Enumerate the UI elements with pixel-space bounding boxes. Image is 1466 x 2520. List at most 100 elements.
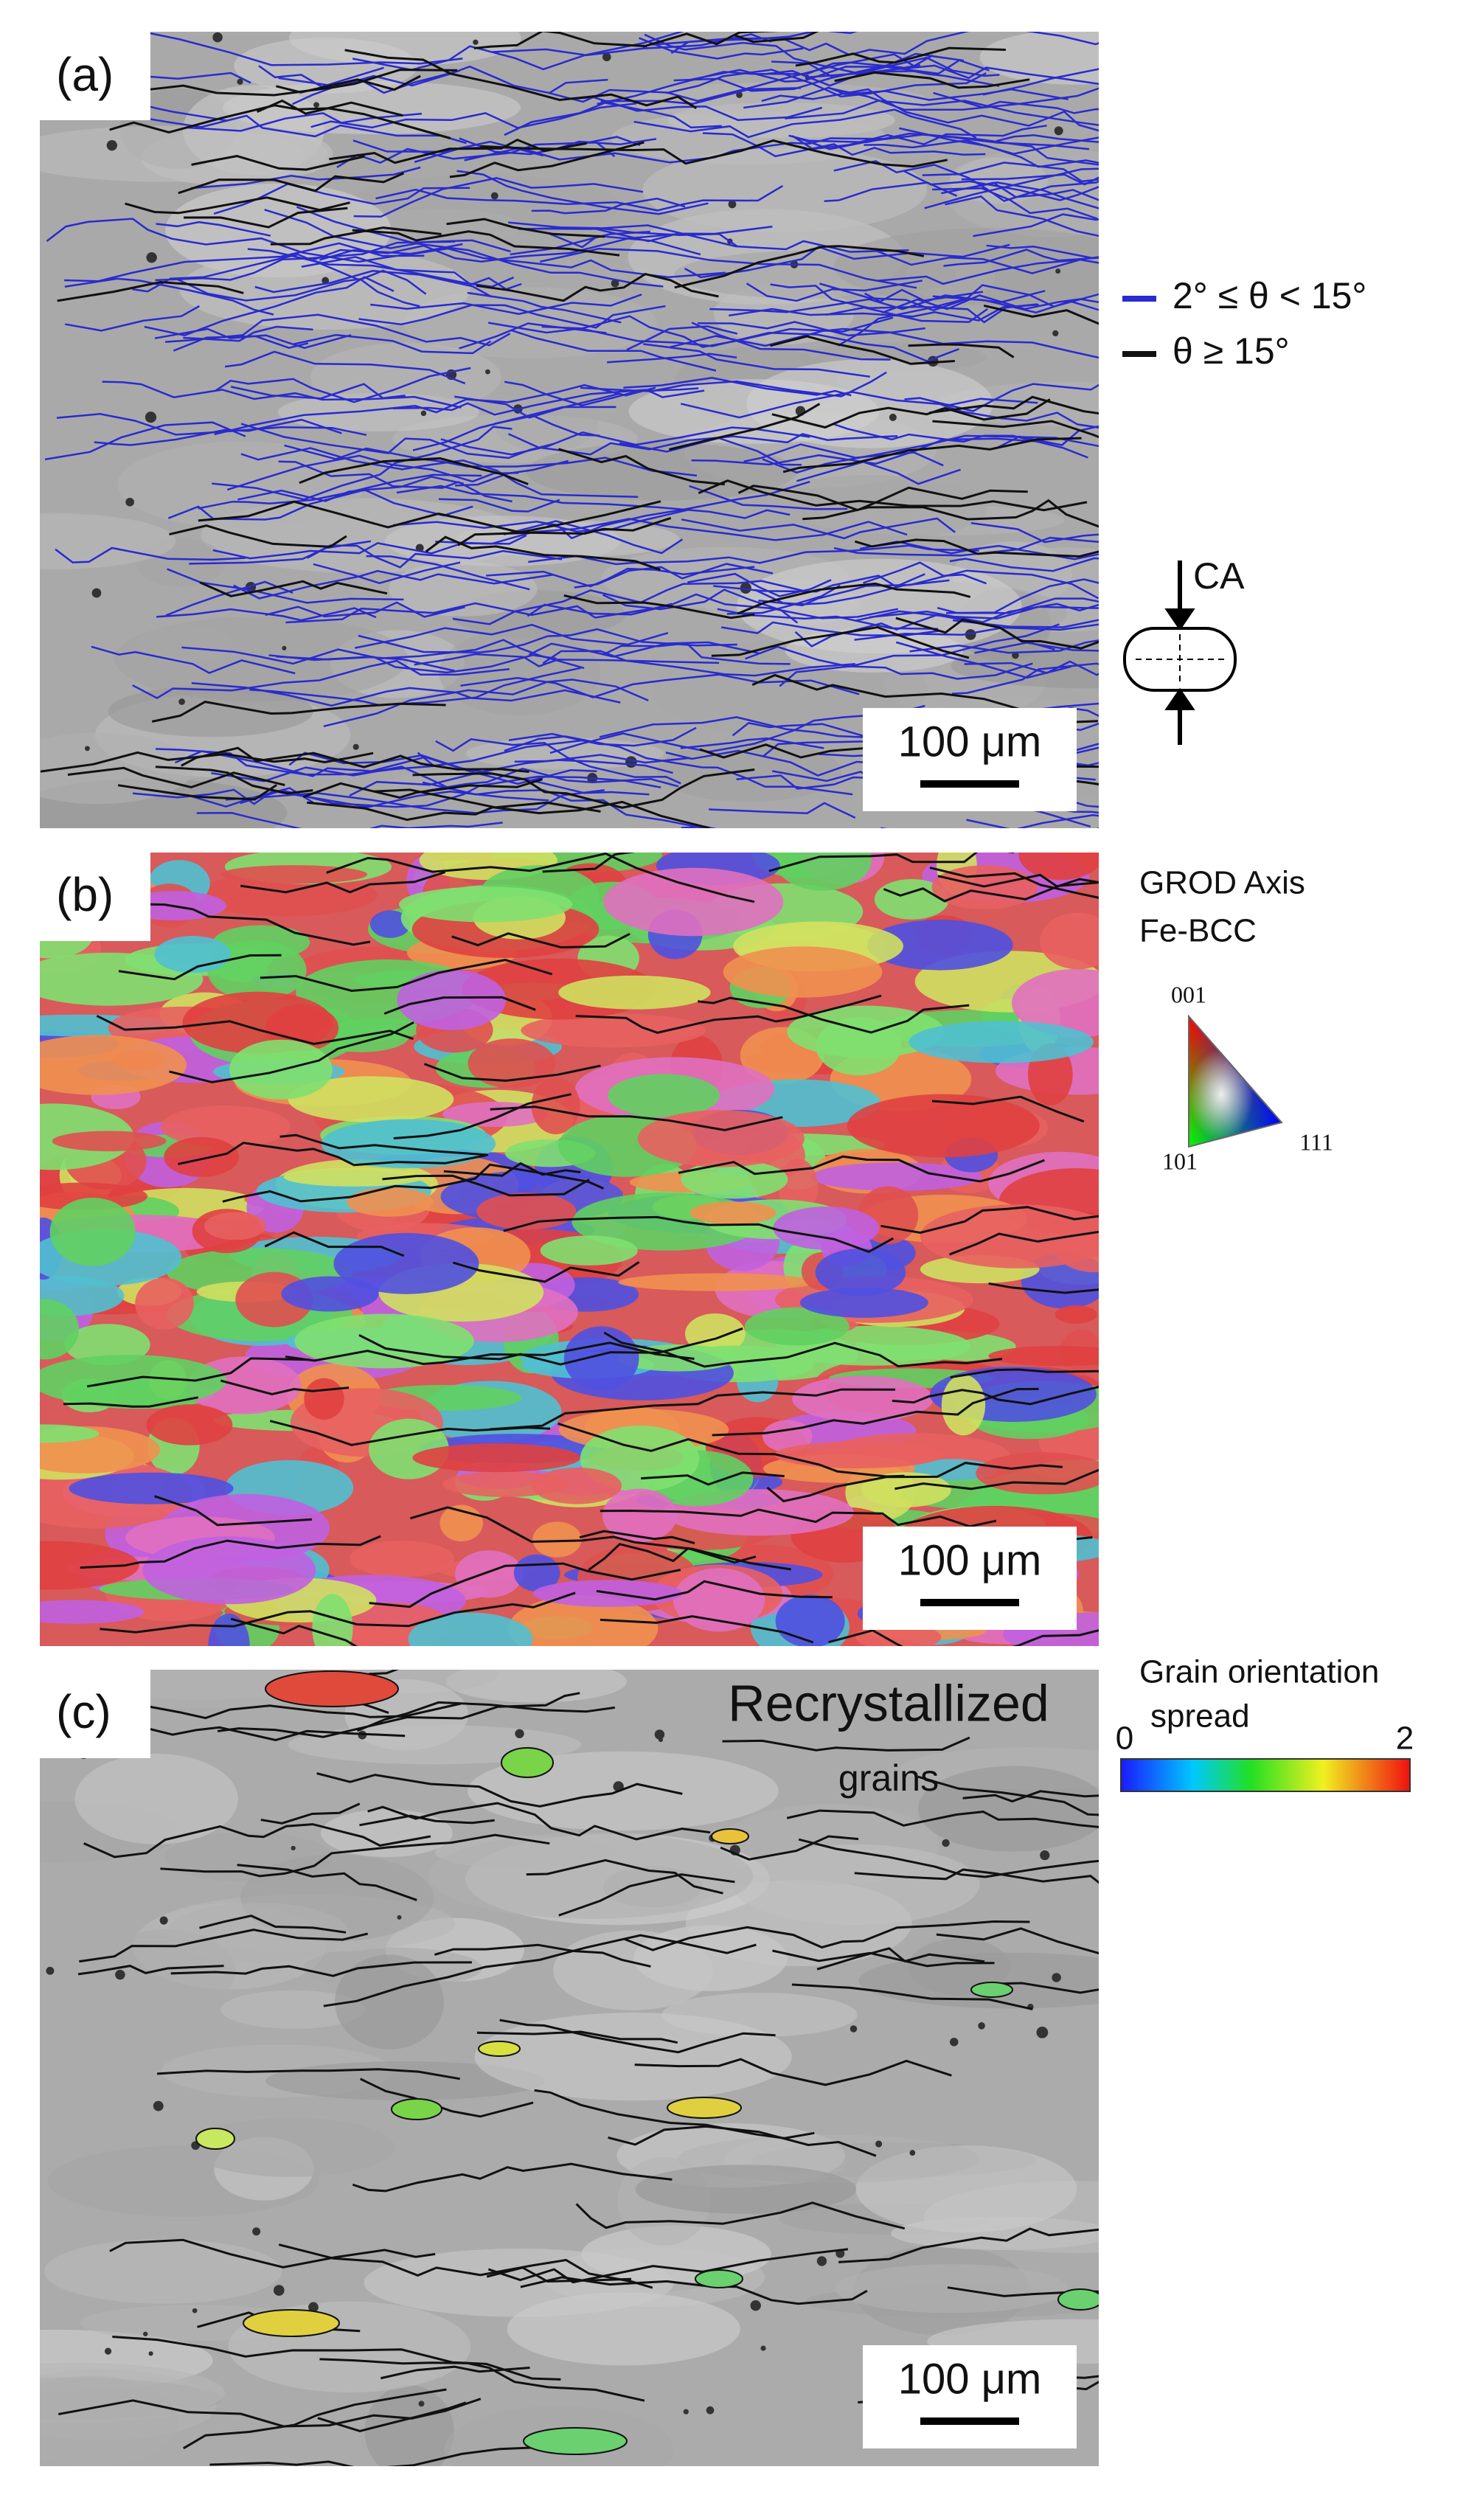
grain-boundary bbox=[456, 170, 709, 215]
colorbar-title: Grain orientation bbox=[1139, 1654, 1379, 1690]
grain-boundary bbox=[319, 2358, 645, 2402]
grain bbox=[920, 1204, 1099, 1268]
grain bbox=[304, 1378, 344, 1420]
grain-boundary bbox=[488, 315, 894, 348]
grain-boundary bbox=[260, 959, 553, 993]
grain-boundary bbox=[55, 546, 246, 563]
grain-boundary bbox=[177, 278, 420, 308]
recrystallized-grain bbox=[243, 2309, 340, 2337]
grain bbox=[40, 1299, 80, 1360]
grain-boundary bbox=[785, 100, 1099, 126]
grain-boundary bbox=[240, 871, 446, 894]
pore bbox=[978, 2022, 985, 2030]
grain bbox=[799, 1287, 928, 1318]
grain-boundary bbox=[698, 479, 1088, 512]
grain-boundary bbox=[230, 1617, 358, 1646]
pore bbox=[106, 140, 117, 151]
grain-boundary bbox=[191, 682, 621, 707]
grain-boundary bbox=[623, 377, 852, 397]
grain bbox=[146, 1404, 233, 1445]
grain bbox=[397, 970, 507, 1030]
grain bbox=[44, 2239, 282, 2304]
grain-boundary bbox=[947, 2286, 1099, 2297]
grain-boundary bbox=[600, 1615, 814, 1644]
grain bbox=[732, 1844, 980, 1926]
grain-boundary bbox=[94, 32, 463, 66]
grain bbox=[608, 1074, 720, 1117]
triangle-label: 111 bbox=[1299, 1128, 1333, 1155]
grain-boundary bbox=[77, 1965, 224, 1976]
grain-boundary bbox=[154, 327, 352, 350]
grain-boundary bbox=[118, 954, 282, 981]
grain-boundary bbox=[588, 1543, 757, 1571]
grain-boundary bbox=[737, 485, 1028, 512]
grain-boundary bbox=[279, 1134, 489, 1156]
pore bbox=[46, 1966, 55, 1975]
grain bbox=[774, 1441, 945, 1468]
grain-boundary bbox=[549, 53, 934, 103]
grain-boundary bbox=[711, 625, 970, 659]
scale-box bbox=[863, 708, 1077, 811]
pore bbox=[282, 645, 287, 650]
grain-boundary bbox=[603, 1331, 1003, 1368]
grain-boundary bbox=[254, 270, 493, 298]
grain-boundary bbox=[109, 2238, 436, 2269]
grain-boundary bbox=[854, 1868, 1099, 1884]
grain-boundary bbox=[538, 224, 909, 253]
pore bbox=[736, 91, 743, 98]
grain-boundary bbox=[412, 406, 616, 451]
grain bbox=[40, 513, 176, 569]
grain-boundary bbox=[766, 1462, 1063, 1503]
grain-boundary bbox=[945, 195, 1099, 237]
grain-boundary bbox=[296, 206, 664, 288]
grain-boundary bbox=[492, 32, 858, 57]
orientation-map bbox=[40, 853, 1099, 1646]
pore bbox=[291, 1845, 296, 1851]
grain bbox=[265, 1004, 339, 1052]
grain-boundary bbox=[382, 1174, 590, 1197]
grain-boundary bbox=[634, 2058, 952, 2086]
grain-boundary bbox=[323, 678, 649, 727]
grain-boundary bbox=[129, 114, 467, 145]
grain-boundary bbox=[666, 69, 987, 98]
grain-boundary bbox=[302, 778, 543, 799]
grain-boundary bbox=[883, 878, 1099, 903]
grain-boundary bbox=[57, 280, 244, 302]
grain-boundary bbox=[878, 259, 1077, 285]
grain-boundary bbox=[392, 389, 705, 416]
grain-boundary bbox=[680, 737, 824, 749]
grain-boundary bbox=[833, 160, 1099, 202]
grain-boundary bbox=[892, 1386, 1099, 1406]
grain-boundary bbox=[109, 104, 451, 139]
grain-boundary bbox=[833, 546, 1099, 560]
grain bbox=[355, 208, 522, 246]
grain bbox=[1055, 1305, 1097, 1324]
grain bbox=[69, 1472, 234, 1504]
grain-boundary bbox=[299, 457, 529, 485]
pore bbox=[159, 1916, 168, 1925]
grain-boundary bbox=[549, 704, 925, 754]
pore bbox=[1052, 330, 1059, 337]
grain-boundary bbox=[260, 1802, 361, 1825]
grain-boundary bbox=[746, 280, 923, 302]
pore bbox=[740, 582, 751, 594]
grain bbox=[52, 1131, 167, 1152]
grain bbox=[642, 147, 927, 232]
colorbar-title: spread bbox=[1150, 1698, 1250, 1735]
grain-boundary bbox=[619, 437, 802, 466]
grain-boundary bbox=[771, 398, 1051, 429]
grain-boundary bbox=[167, 476, 464, 521]
pore bbox=[1040, 1850, 1050, 1861]
scale-box bbox=[863, 2345, 1077, 2448]
grain-boundary bbox=[681, 517, 956, 540]
grain-boundary bbox=[177, 1142, 487, 1167]
grain-boundary bbox=[795, 46, 1006, 67]
grain bbox=[810, 1162, 982, 1191]
pore bbox=[313, 102, 319, 108]
grain-boundary bbox=[854, 623, 1099, 641]
grain bbox=[874, 879, 950, 920]
grain-boundary bbox=[936, 1927, 1099, 1954]
grain bbox=[179, 249, 471, 330]
grain-boundary bbox=[344, 49, 698, 109]
grain-boundary bbox=[452, 1260, 640, 1283]
